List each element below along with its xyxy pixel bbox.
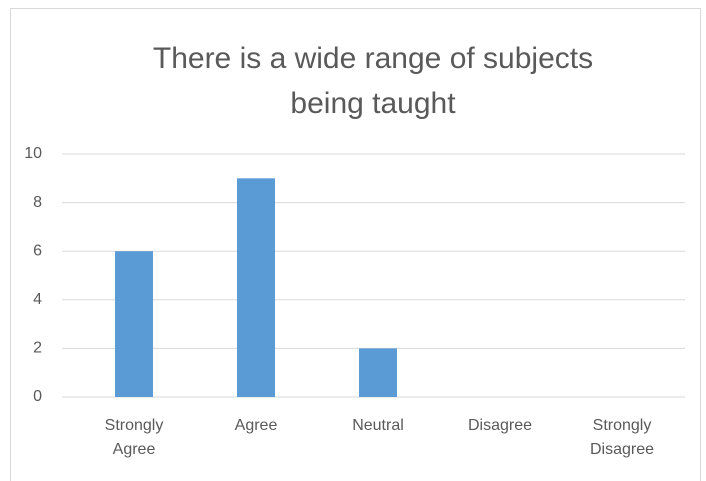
- y-tick-label: 10: [24, 145, 42, 162]
- chart-border: [10, 8, 701, 481]
- chart-title: There is a wide range of subjects being …: [152, 42, 594, 120]
- x-tick-label: Disagree: [467, 417, 533, 434]
- y-tick-label: 2: [33, 340, 42, 357]
- y-tick-label: 6: [33, 242, 42, 259]
- bar: [115, 251, 153, 397]
- x-tick-label: Strongly Disagree: [589, 417, 655, 458]
- x-tick-label: Neutral: [352, 417, 404, 434]
- bar: [237, 178, 275, 397]
- bar: [359, 348, 397, 397]
- y-tick-label: 4: [33, 291, 42, 308]
- y-tick-label: 8: [33, 194, 42, 211]
- x-tick-label: Strongly Agree: [104, 417, 164, 458]
- x-tick-label: Agree: [234, 417, 278, 434]
- y-tick-label: 0: [33, 388, 42, 405]
